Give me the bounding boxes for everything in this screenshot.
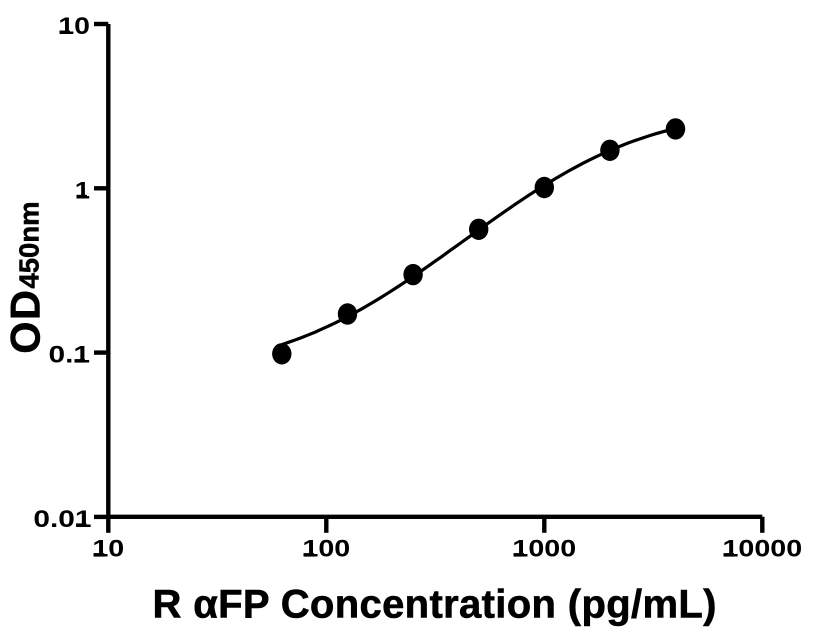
- svg-text:10000: 10000: [722, 535, 802, 563]
- svg-text:0.01: 0.01: [33, 504, 91, 532]
- svg-text:100: 100: [302, 535, 350, 563]
- svg-text:1: 1: [75, 176, 90, 204]
- svg-text:OD450nm: OD450nm: [2, 201, 49, 353]
- svg-text:R αFP Concentration (pg/mL): R αFP Concentration (pg/mL): [153, 583, 717, 627]
- svg-text:0.1: 0.1: [48, 340, 90, 368]
- svg-text:10: 10: [92, 535, 124, 563]
- svg-text:10: 10: [58, 12, 90, 40]
- svg-text:1000: 1000: [512, 535, 576, 563]
